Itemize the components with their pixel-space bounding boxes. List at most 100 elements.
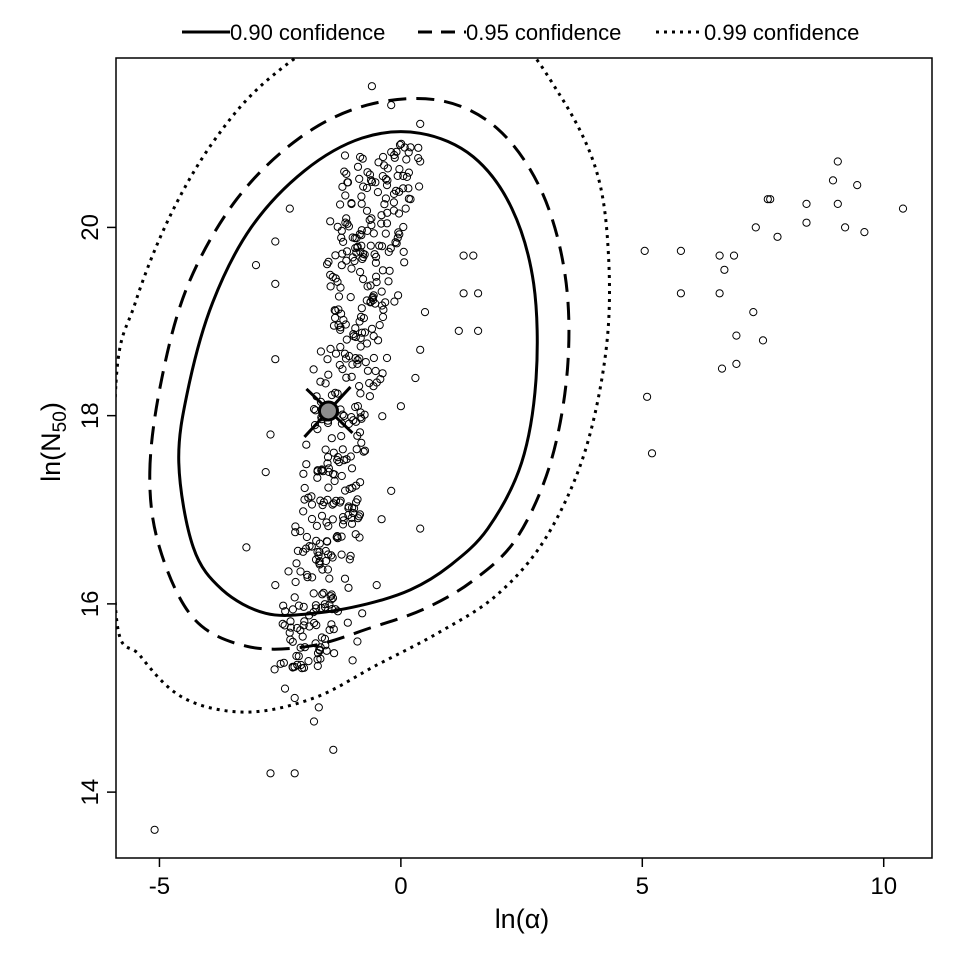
scatter-point xyxy=(316,654,325,663)
scatter-point xyxy=(383,208,392,217)
scatter-point xyxy=(329,745,338,754)
scatter-point xyxy=(358,254,367,264)
scatter-point xyxy=(402,172,412,181)
scatter-point xyxy=(323,565,332,574)
scatter-point xyxy=(291,522,300,531)
scatter-point xyxy=(327,605,337,614)
scatter-point xyxy=(343,219,352,228)
scatter-point xyxy=(327,551,336,560)
scatter-point xyxy=(329,448,338,457)
scatter-point xyxy=(459,289,468,298)
scatter-point xyxy=(357,328,367,337)
scatter-point xyxy=(379,305,388,314)
scatter-point xyxy=(326,592,335,601)
scatter-point xyxy=(357,199,366,208)
scatter-point xyxy=(353,402,362,411)
scatter-point xyxy=(347,464,357,473)
scatter-point xyxy=(330,649,339,658)
scatter-point xyxy=(292,651,301,661)
estimate-marker xyxy=(303,385,354,438)
scatter-point xyxy=(355,382,364,391)
scatter-point xyxy=(356,413,365,422)
scatter-point xyxy=(353,637,362,646)
scatter-point xyxy=(292,559,301,568)
scatter-point xyxy=(378,266,387,275)
scatter-point xyxy=(325,625,334,635)
scatter-point xyxy=(362,183,372,193)
scatter-point xyxy=(382,219,392,228)
scatter-point xyxy=(348,233,357,242)
scatter-point xyxy=(360,328,369,337)
y-axis-title-sub: 50 xyxy=(50,411,71,432)
scatter-point xyxy=(326,344,335,353)
scatter-point xyxy=(378,172,387,181)
scatter-point xyxy=(676,246,686,255)
scatter-point xyxy=(359,447,368,456)
scatter-point xyxy=(312,621,321,630)
scatter-point xyxy=(355,230,364,239)
scatter-point xyxy=(307,514,317,524)
scatter-point xyxy=(377,219,386,228)
scatter-point xyxy=(382,353,392,363)
scatter-point xyxy=(357,438,366,447)
y-tick-label: 16 xyxy=(77,591,104,618)
scatter-point xyxy=(395,165,404,174)
legend-label-099: 0.99 confidence xyxy=(704,20,859,45)
scatter-point xyxy=(377,287,386,296)
scatter-point xyxy=(321,641,330,650)
scatter-point xyxy=(391,238,400,247)
scatter-point xyxy=(359,275,368,284)
scatter-point xyxy=(326,217,335,226)
legend-label-095: 0.95 confidence xyxy=(466,20,621,45)
confidence-ellipse-solid xyxy=(177,130,539,617)
scatter-point xyxy=(802,199,811,208)
scatter-point xyxy=(338,520,348,529)
legend: 0.90 confidence 0.95 confidence 0.99 con… xyxy=(182,20,859,45)
estimate-point xyxy=(317,400,339,422)
scatter-point xyxy=(362,206,372,215)
scatter-point xyxy=(309,365,318,374)
scatter-point xyxy=(338,410,347,419)
scatter-point xyxy=(325,574,334,583)
scatter-point xyxy=(337,432,346,441)
scatter-point xyxy=(395,140,405,149)
scatter-point xyxy=(371,178,380,187)
scatter-point xyxy=(404,184,413,193)
scatter-point xyxy=(261,468,270,477)
scatter-point xyxy=(311,601,320,610)
scatter-point xyxy=(357,304,366,313)
scatter-point xyxy=(459,251,468,260)
scatter-point xyxy=(372,278,381,287)
scatter-point xyxy=(281,607,290,616)
scatter-point xyxy=(327,590,336,599)
scatter-point xyxy=(333,607,342,616)
scatter-point xyxy=(276,659,285,668)
scatter-point xyxy=(316,347,325,356)
y-tick-label: 14 xyxy=(77,779,104,806)
x-tick-label: 10 xyxy=(870,873,897,900)
scatter-point xyxy=(387,101,396,110)
scatter-point xyxy=(416,119,425,129)
scatter-point xyxy=(299,602,308,611)
scatter-point xyxy=(340,349,349,358)
scatter-point xyxy=(349,332,358,341)
scatter-point xyxy=(291,577,300,587)
scatter-point xyxy=(344,583,353,592)
scatter-point xyxy=(357,231,366,240)
scatter-point xyxy=(310,421,320,430)
scatter-point xyxy=(342,169,351,178)
scatter-point xyxy=(326,282,335,291)
scatter-point xyxy=(299,621,308,630)
scatter-point xyxy=(402,155,411,164)
scatter-point xyxy=(284,567,293,576)
scatter-point xyxy=(334,292,344,301)
scatter-point xyxy=(841,223,850,232)
scatter-point xyxy=(356,267,365,277)
scatter-point xyxy=(294,652,303,661)
scatter-point xyxy=(348,503,357,512)
scatter-point xyxy=(299,663,309,672)
scatter-point xyxy=(323,495,332,504)
scatter-point xyxy=(399,222,408,232)
scatter-point xyxy=(339,516,348,525)
scatter-point xyxy=(360,250,369,259)
